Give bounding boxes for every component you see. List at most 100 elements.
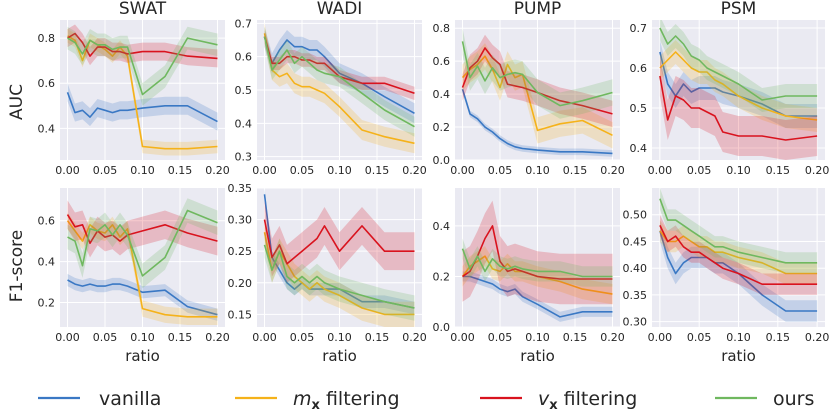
panel-f1-pump-series-m-x-filtering-line xyxy=(461,255,613,295)
panel-auc-swat-xtick-label: 0.10 xyxy=(130,164,155,177)
panel-f1-psm-ytick-label: 0.35 xyxy=(623,289,648,302)
panel-f1-wadi-xtick-label: 0.05 xyxy=(290,331,315,344)
panel-f1-pump-ytick-label: 0.4 xyxy=(433,220,451,233)
panel-f1-pump-plot-area xyxy=(461,200,613,322)
panel-auc-wadi-ytick-label: 0.3 xyxy=(235,151,253,164)
panel-f1-pump-series-ours-line xyxy=(461,248,613,278)
legend-mx-subscript: x xyxy=(312,398,321,413)
panel-auc-pump-plot-area xyxy=(461,28,613,157)
panel-auc-wadi-xtick-label: 0.20 xyxy=(402,164,427,177)
panel-auc-psm-series-m-x-filtering-band xyxy=(659,40,818,132)
panel-auc-wadi-xtick-label: 0.05 xyxy=(290,164,315,177)
panel-auc-wadi-xtick-label: 0.15 xyxy=(365,164,390,177)
panel-f1-pump-xtick-label: 0.10 xyxy=(525,331,550,344)
row-label-f1: F1-score xyxy=(7,230,27,302)
panel-f1-wadi-series-ours-line xyxy=(263,244,415,309)
panel-auc-swat-xtick-label: 0.00 xyxy=(55,164,80,177)
legend-vx-rest: filtering xyxy=(558,388,638,410)
panel-auc-psm-series-ours-line xyxy=(659,27,818,101)
panel-f1-pump-series-vanilla-band xyxy=(462,271,613,322)
panel-auc-wadi-xtick-label: 0.00 xyxy=(252,164,277,177)
panel-f1-psm-ytick-label: 0.50 xyxy=(623,209,648,222)
panel-f1-psm-xlabel: ratio xyxy=(721,347,756,365)
panel-f1-pump-xtick-label: 0.00 xyxy=(450,331,475,344)
panel-f1-swat-series-m-x-filtering-band xyxy=(67,212,218,325)
panel-auc-psm-ytick-label: 0.7 xyxy=(630,22,648,35)
panel-auc-pump-xtick-label: 0.15 xyxy=(563,164,588,177)
panel-auc-swat-xtick-label: 0.15 xyxy=(168,164,193,177)
panel-f1-psm-series-ours-band xyxy=(659,188,818,274)
panel-f1-pump-xtick-label: 0.05 xyxy=(488,331,513,344)
panel-auc-swat-series-ours-band xyxy=(67,26,218,106)
panel-f1-psm-series-v-x-filtering-band xyxy=(659,214,818,295)
panel-auc-psm-plot-area xyxy=(659,20,818,160)
panel-f1-psm-xtick-label: 0.20 xyxy=(805,331,830,344)
panel-auc-swat-xtick-label: 0.05 xyxy=(93,164,118,177)
panel-auc-wadi-series-ours-band xyxy=(264,26,415,137)
panel-f1-psm-xtick-label: 0.10 xyxy=(726,331,751,344)
panel-f1-wadi-plot-area xyxy=(263,188,415,327)
panel-auc-wadi-series-v-x-filtering-line xyxy=(263,36,415,95)
row-label-auc: AUC xyxy=(7,84,27,120)
panel-auc-pump-ytick-label: 0.0 xyxy=(433,154,451,167)
panel-f1-wadi-xtick-label: 0.00 xyxy=(252,331,277,344)
panel-f1-swat-xtick-label: 0.10 xyxy=(130,331,155,344)
panel-f1-psm-ytick-label: 0.45 xyxy=(623,235,648,248)
panel-f1-swat-xtick-label: 0.15 xyxy=(168,331,193,344)
panel-auc-wadi-series-ours-line xyxy=(263,36,415,128)
panel-auc-swat-series-vanilla-band xyxy=(67,83,218,131)
panel-auc-swat-series-v-x-filtering-line xyxy=(67,32,218,60)
panel-auc-psm-title: PSM xyxy=(721,0,757,19)
panel-auc-pump-ytick-label: 0.2 xyxy=(433,121,451,134)
legend-mx-symbol: m xyxy=(293,388,312,410)
panel-auc-psm-ytick-label: 0.5 xyxy=(630,102,648,115)
panel-auc-wadi-ytick-label: 0.6 xyxy=(235,51,253,64)
panel-f1-wadi-series-v-x-filtering-band xyxy=(264,200,415,283)
panel-f1-pump-xtick-label: 0.15 xyxy=(563,331,588,344)
panel-f1-wadi-ytick-label: 0.15 xyxy=(228,308,253,321)
panel-f1-swat-xtick-label: 0.20 xyxy=(205,331,230,344)
legend-vx-subscript: x xyxy=(549,398,558,413)
panel-auc-swat-plot-area xyxy=(66,24,218,156)
panel-auc-pump-series-m-x-filtering-line xyxy=(461,55,613,137)
panel-f1-pump-ytick-label: 0.0 xyxy=(433,321,451,334)
panel-auc-swat-series-m-x-filtering-line xyxy=(67,35,218,150)
panel-auc-wadi-series-vanilla-band xyxy=(264,26,415,124)
legend-mx-rest: filtering xyxy=(320,388,400,410)
panel-f1-swat-ytick-label: 0.4 xyxy=(38,256,56,269)
panel-f1-wadi-series-ours-band xyxy=(264,232,415,321)
legend-label-mx: mx filtering xyxy=(293,388,400,413)
panel-auc-swat-title: SWAT xyxy=(119,0,167,19)
panel-auc-wadi-ytick-label: 0.4 xyxy=(235,117,253,130)
panel-f1-swat-xtick-label: 0.05 xyxy=(93,331,118,344)
panel-auc-psm-ytick-label: 0.6 xyxy=(630,62,648,75)
panel-auc-psm-series-v-x-filtering-line xyxy=(659,75,818,141)
panel-f1-wadi-ytick-label: 0.25 xyxy=(228,245,253,258)
panel-auc-pump-ytick-label: 0.4 xyxy=(433,88,451,101)
panel-f1-swat-series-m-x-filtering-line xyxy=(66,220,218,318)
legend: vanilla mx filtering vx filtering ours xyxy=(38,388,814,413)
panel-auc-swat-ytick-label: 0.4 xyxy=(38,122,56,135)
panel-auc-swat-series-vanilla-line xyxy=(66,92,218,123)
panel-auc-pump-ytick-label: 0.8 xyxy=(433,22,451,35)
panel-f1-swat-series-ours-line xyxy=(67,209,218,277)
panel-f1-psm-series-vanilla-band xyxy=(659,220,818,322)
panel-auc-wadi-ytick-label: 0.7 xyxy=(235,17,253,30)
panel-f1-pump-series-m-x-filtering-band xyxy=(462,246,613,305)
panel-auc-pump-series-ours-line xyxy=(461,41,613,107)
panel-f1-pump-ytick-label: 0.2 xyxy=(433,270,451,283)
panel-f1-wadi-ytick-label: 0.35 xyxy=(228,182,253,195)
panel-f1-psm-series-v-x-filtering-line xyxy=(659,225,818,286)
panel-auc-pump-ytick-label: 0.6 xyxy=(433,55,451,68)
panel-auc-swat-xtick-label: 0.20 xyxy=(205,164,230,177)
panel-auc-swat-ytick-label: 0.6 xyxy=(38,77,56,90)
panel-auc-psm-xtick-label: 0.05 xyxy=(687,164,712,177)
panel-f1-swat: 0.00 0.05 0.10 0.15 0.20 0.2 0.4 0.6 ratio xyxy=(38,188,230,365)
panel-f1-pump-xtick-label: 0.20 xyxy=(600,331,625,344)
panel-auc-psm-series-v-x-filtering-band xyxy=(659,56,818,160)
panel-auc-psm-series-ours-band xyxy=(659,20,818,112)
panel-auc-pump: 0.00 0.05 0.10 0.15 0.20 0.0 0.2 0.4 0.6 0.8 PUMP xyxy=(433,0,625,177)
panel-auc-pump-series-ours-band xyxy=(462,28,613,119)
panel-f1-swat-series-vanilla-line xyxy=(67,279,218,316)
panel-auc-pump-xtick-label: 0.00 xyxy=(450,164,475,177)
